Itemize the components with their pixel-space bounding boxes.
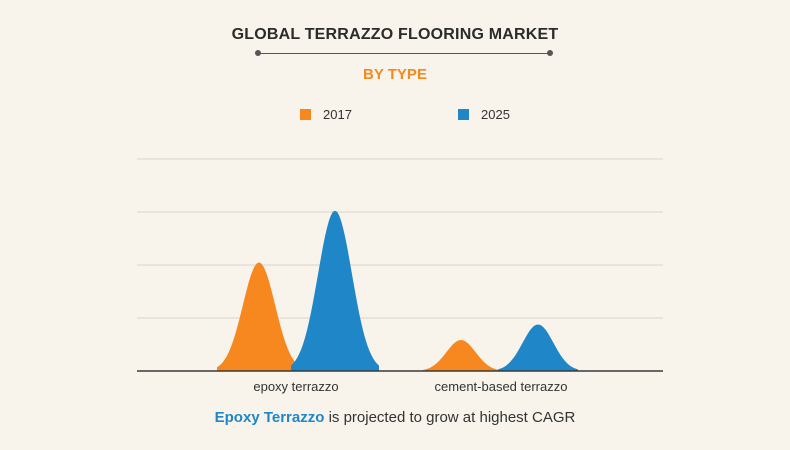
chart-subtitle: BY TYPE [363,66,427,83]
title-divider-dot-left [255,50,261,56]
legend-item-2025: 2025 [458,107,510,122]
legend-label-2017: 2017 [323,107,352,122]
chart-caption: Epoxy Terrazzo is projected to grow at h… [0,409,790,426]
legend-item-2017: 2017 [300,107,352,122]
legend-swatch-2017 [300,109,311,120]
title-divider [258,53,550,54]
peak-2025-cement [498,324,578,371]
legend-label-2025: 2025 [481,107,510,122]
category-label-cement: cement-based terrazzo [434,379,568,394]
peak-2017-cement [423,340,499,371]
peak-2017-epoxy [217,262,301,371]
caption-text: is projected to grow at highest CAGR [324,409,576,426]
category-label-epoxy: epoxy terrazzo [253,379,339,394]
chart-title: GLOBAL TERRAZZO FLOORING MARKET [231,26,559,43]
caption-highlight: Epoxy Terrazzo [214,409,325,426]
peak-2025-epoxy [291,210,379,371]
legend-swatch-2025 [458,109,469,120]
title-divider-dot-right [547,50,553,56]
